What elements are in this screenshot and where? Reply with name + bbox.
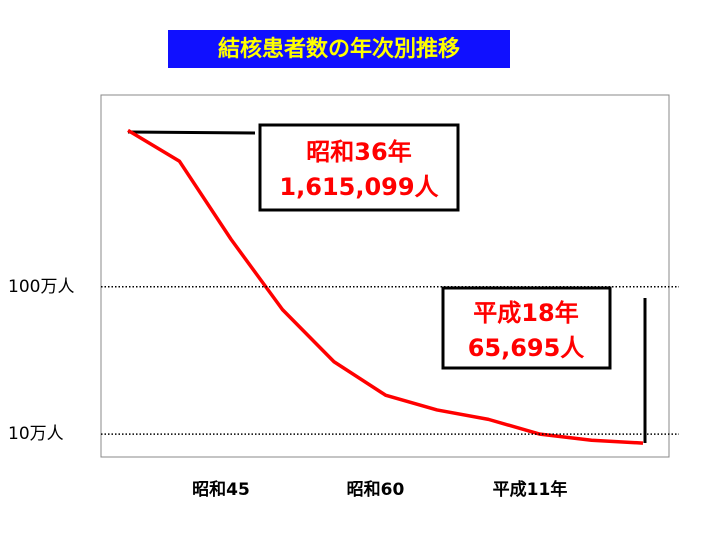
x-tick-label: 昭和45 <box>192 480 250 500</box>
y-tick-label: 10万人 <box>8 424 64 444</box>
annotation: 昭和36年 <box>306 138 411 166</box>
x-tick-label: 昭和60 <box>347 480 405 500</box>
chart-title: 結核患者数の年次別推移 <box>218 36 460 62</box>
annotation: 平成18年 <box>473 299 578 327</box>
annotation: 1,615,099人 <box>279 173 438 201</box>
annotation: 65,695人 <box>468 334 585 362</box>
annotation-box <box>441 286 612 370</box>
annotation-box <box>258 123 460 212</box>
connector <box>127 130 256 135</box>
x-tick-label: 平成11年 <box>493 479 568 500</box>
plot-frame <box>100 94 670 458</box>
title-box <box>168 30 510 68</box>
data-line <box>127 128 644 445</box>
y-tick-label: 100万人 <box>8 277 74 297</box>
